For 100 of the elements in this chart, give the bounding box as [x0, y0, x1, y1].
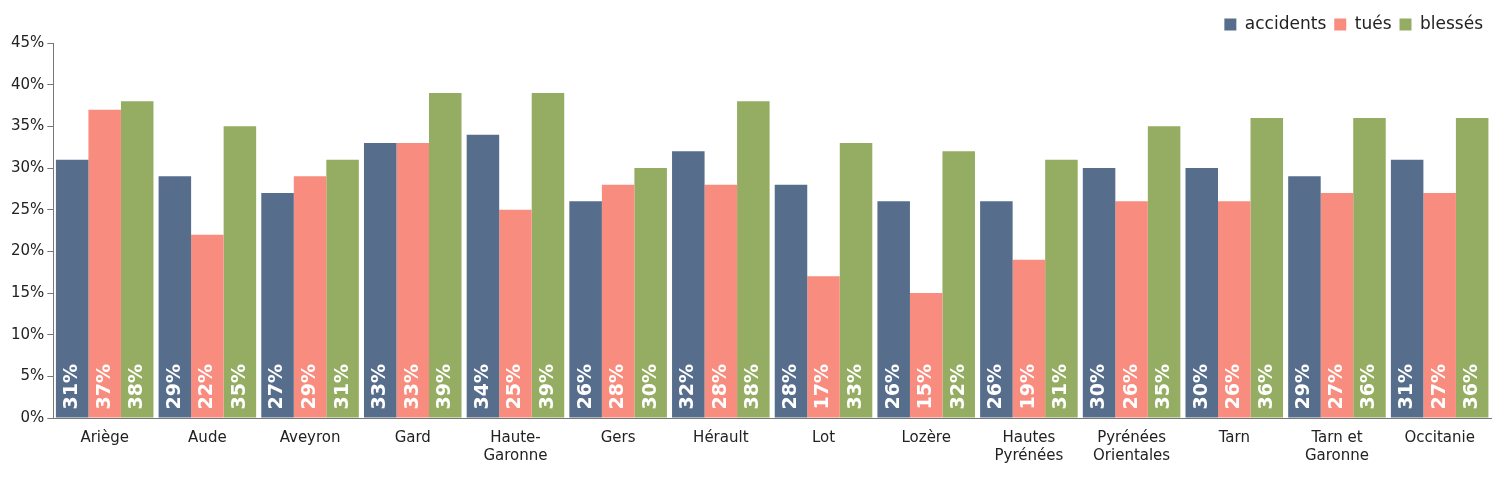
bar — [326, 159, 359, 418]
legend-label: tués — [1354, 12, 1392, 33]
data-label: 26% — [1221, 364, 1244, 410]
bar — [1455, 118, 1489, 418]
bar — [293, 176, 327, 418]
bar — [466, 134, 500, 418]
bar — [672, 151, 705, 418]
data-label: 29% — [1291, 364, 1314, 410]
x-tick-label: Hautes Pyrénées — [994, 427, 1064, 464]
bar — [191, 234, 224, 418]
y-tick-label: 30% — [11, 157, 45, 176]
bar — [909, 293, 943, 418]
bar — [158, 176, 192, 418]
y-tick-label: 0% — [20, 407, 45, 426]
data-label: 26% — [1118, 364, 1141, 410]
y-tick-label: 10% — [11, 324, 45, 343]
data-label: 33% — [842, 364, 865, 410]
x-tick-label: Occitanie — [1404, 427, 1475, 446]
data-label: 35% — [1151, 364, 1174, 410]
bar — [1012, 259, 1046, 418]
bar — [499, 209, 532, 418]
data-label: 30% — [637, 364, 660, 410]
data-label: 37% — [91, 364, 114, 410]
x-tick-label: Hérault — [693, 427, 749, 446]
data-label: 31% — [329, 364, 352, 410]
bar — [569, 201, 602, 418]
data-label: 36% — [1459, 364, 1482, 410]
data-label: 39% — [534, 364, 557, 410]
y-tick-label: 20% — [11, 241, 45, 260]
data-label: 27% — [1323, 364, 1346, 410]
data-label: 15% — [913, 364, 936, 410]
y-tick-label: 25% — [11, 199, 45, 218]
bar — [1082, 168, 1116, 418]
data-label: 35% — [226, 364, 249, 410]
data-label: 31% — [1394, 364, 1417, 410]
bar — [1045, 159, 1078, 418]
x-tick-label: Aude — [188, 427, 227, 446]
data-label: 31% — [1048, 364, 1071, 410]
data-label: 28% — [707, 364, 730, 410]
data-label: 22% — [194, 364, 217, 410]
bar — [634, 168, 667, 418]
bar — [1218, 201, 1251, 418]
bar — [223, 126, 257, 418]
bar — [737, 101, 770, 418]
data-label: 34% — [469, 364, 492, 410]
data-label: 33% — [399, 364, 422, 410]
data-label: 36% — [1356, 364, 1379, 410]
bar — [1390, 159, 1424, 418]
bar — [363, 143, 397, 418]
data-label: 17% — [810, 364, 833, 410]
bar — [261, 193, 294, 418]
data-label: 30% — [1188, 364, 1211, 410]
data-label: 29% — [161, 364, 184, 410]
bar — [88, 109, 121, 418]
bar — [396, 143, 430, 418]
bar — [839, 143, 873, 418]
data-label: 29% — [297, 364, 319, 410]
data-label: 31% — [59, 364, 82, 410]
data-label: 26% — [572, 364, 595, 410]
bar — [1147, 126, 1181, 418]
data-label: 28% — [777, 364, 800, 410]
data-label: 36% — [1253, 364, 1276, 410]
bar — [704, 184, 738, 418]
bar — [601, 184, 635, 418]
bar — [1288, 176, 1321, 418]
bar — [942, 151, 975, 418]
x-tick-label: Pyrénées Orientales — [1093, 427, 1171, 464]
y-tick-label: 40% — [11, 74, 45, 93]
data-label: 28% — [605, 364, 628, 410]
data-label: 33% — [367, 364, 390, 410]
bar — [1423, 193, 1456, 418]
x-tick-label: Gard — [394, 427, 431, 446]
data-label: 25% — [502, 364, 525, 410]
bar — [807, 276, 840, 418]
data-label: 38% — [740, 364, 763, 410]
bar — [120, 101, 154, 418]
bar — [877, 201, 910, 418]
x-tick-label: Lot — [811, 427, 836, 446]
data-label: 32% — [675, 364, 698, 410]
bar — [55, 159, 89, 418]
data-label: 38% — [124, 364, 147, 410]
x-tick-label: Aveyron — [279, 427, 341, 446]
bar — [1115, 201, 1148, 418]
data-label: 26% — [880, 364, 903, 410]
bar — [1250, 118, 1284, 418]
bar — [1353, 118, 1386, 418]
bar — [531, 93, 565, 418]
data-label: 26% — [983, 364, 1006, 410]
bar — [429, 93, 462, 418]
legend-label: blessés — [1420, 12, 1484, 33]
x-tick-label: Lozère — [901, 427, 951, 446]
y-tick-label: 35% — [11, 116, 45, 135]
x-tick-label: Ariège — [80, 427, 129, 446]
y-tick-label: 45% — [11, 32, 45, 51]
data-label: 19% — [1015, 364, 1038, 410]
y-tick-label: 15% — [11, 282, 45, 301]
bar — [774, 184, 808, 418]
x-tick-label: Tarn — [1217, 427, 1250, 446]
x-tick-label: Tarn et Garonne — [1304, 427, 1369, 464]
data-label: 32% — [945, 364, 968, 410]
